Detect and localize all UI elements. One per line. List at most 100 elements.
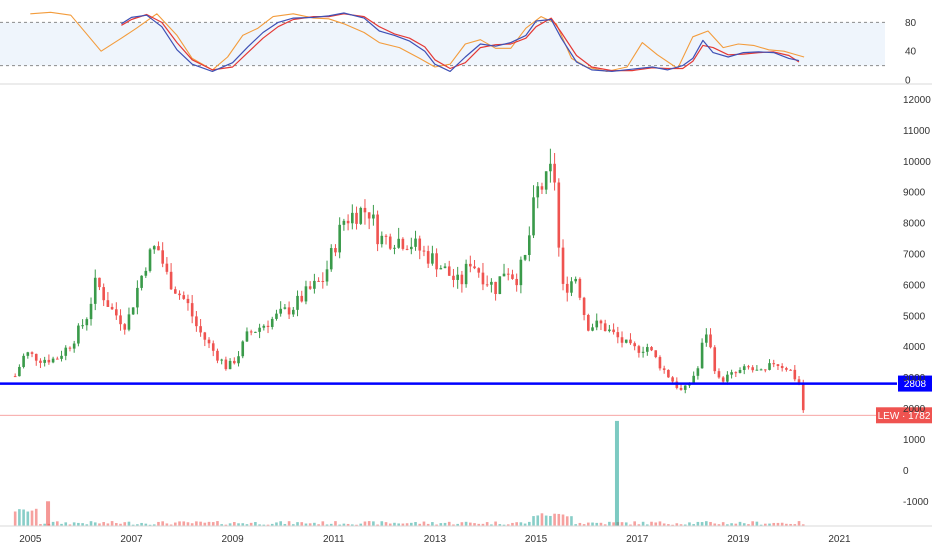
volume-bar-73	[321, 521, 325, 526]
volume-bar-160	[688, 522, 691, 526]
candle-body-118	[511, 274, 514, 279]
volume-bar-90	[393, 522, 396, 526]
candle-body-1	[18, 366, 21, 377]
candle-body-101	[439, 268, 443, 270]
volume-bar-168	[721, 522, 725, 526]
candle-body-136	[587, 314, 590, 331]
candle-body-132	[570, 281, 573, 293]
volume-bar-95	[414, 522, 417, 526]
candle-body-134	[578, 278, 582, 298]
volume-bar-74	[325, 524, 329, 526]
price-tick-label-9: 3000	[903, 373, 926, 384]
volume-bar-97	[422, 521, 426, 526]
candle-body-18	[89, 303, 93, 320]
candle-body-155	[667, 369, 670, 378]
stoch-tick-label-0: 80	[905, 18, 917, 29]
volume-bar-23	[110, 521, 114, 526]
volume-bar-163	[700, 522, 704, 526]
candle-body-72	[317, 280, 320, 282]
price-axis: 1200011000100009000800070006000500040003…	[903, 95, 931, 508]
volume-bar-37	[169, 524, 173, 526]
volume-bar-184	[789, 523, 792, 526]
price-tick-label-13: -1000	[903, 497, 929, 508]
candle-body-167	[717, 371, 721, 378]
volume-bar-55	[245, 524, 249, 526]
candle-body-69	[304, 286, 308, 302]
volume-bar-68	[300, 522, 304, 526]
candle-body-152	[654, 350, 658, 358]
volume-bar-91	[397, 523, 400, 526]
volume-bar-22	[106, 523, 110, 526]
candle-body-151	[650, 347, 653, 351]
volume-bar-39	[178, 521, 181, 526]
candle-body-117	[506, 273, 510, 275]
volume-bar-38	[174, 522, 177, 526]
candle-body-139	[599, 320, 603, 324]
volume-bar-61	[270, 523, 274, 526]
volume-bar-87	[380, 521, 384, 526]
candle-body-65	[287, 307, 291, 315]
volume-bar-98	[426, 523, 430, 526]
price-candles	[13, 148, 805, 413]
volume-bar-85	[372, 521, 375, 526]
candle-body-178	[764, 369, 767, 371]
candle-body-57	[254, 331, 257, 333]
candle-body-144	[620, 337, 624, 343]
volume-bar-93	[405, 523, 409, 526]
candle-body-115	[498, 276, 502, 295]
candle-body-143	[616, 332, 620, 338]
volume-bar-99	[431, 522, 434, 526]
volume-bar-101	[439, 523, 443, 526]
volume-bar-165	[709, 521, 712, 526]
candle-body-41	[186, 298, 190, 304]
volume-spike-0	[46, 501, 51, 526]
volume-bar-64	[283, 523, 287, 526]
candle-body-161	[692, 375, 695, 383]
volume-bar-116	[502, 524, 506, 526]
stoch-slow-line	[30, 11, 805, 72]
volume-bar-0	[13, 511, 17, 526]
candle-body-43	[195, 316, 198, 327]
volume-bar-169	[726, 524, 729, 526]
candle-body-42	[190, 303, 194, 317]
volume-bar-113	[490, 524, 493, 526]
price-tick-label-10: 2000	[903, 404, 926, 415]
volume-bar-2	[22, 509, 25, 526]
volume-bar-150	[646, 524, 649, 526]
stoch-tick-label-1: 40	[905, 47, 917, 58]
volume-bar-148	[637, 524, 641, 526]
volume-bar-144	[620, 522, 624, 526]
volume-bar-176	[755, 521, 759, 526]
volume-bar-9	[51, 521, 55, 526]
volume-bar-161	[692, 524, 695, 526]
volume-bar-158	[679, 524, 683, 526]
volume-bar-58	[258, 524, 261, 526]
volume-bar-46	[207, 521, 211, 526]
candle-body-91	[397, 238, 400, 248]
candle-body-109	[473, 266, 476, 269]
volume-bar-155	[667, 524, 670, 526]
candle-body-82	[359, 207, 363, 224]
candle-body-120	[519, 259, 523, 286]
candle-body-38	[174, 289, 177, 294]
volume-bar-126	[544, 515, 548, 526]
candle-body-98	[426, 251, 430, 264]
candle-body-145	[624, 339, 628, 343]
last-price-tag	[876, 407, 932, 424]
volume-bar-137	[591, 522, 594, 526]
volume-bar-56	[249, 522, 253, 526]
candle-body-148	[637, 346, 641, 353]
volume-bar-145	[624, 522, 628, 526]
candle-body-129	[557, 182, 561, 248]
candle-body-99	[431, 253, 434, 264]
candle-body-108	[469, 263, 472, 267]
volume-bar-4	[30, 510, 34, 526]
volume-bar-86	[376, 524, 379, 526]
candle-body-37	[169, 271, 173, 290]
volume-bar-43	[195, 521, 198, 526]
volume-bar-129	[557, 513, 561, 526]
candle-body-176	[755, 369, 759, 371]
candle-body-95	[414, 238, 417, 247]
candle-body-130	[561, 247, 565, 284]
